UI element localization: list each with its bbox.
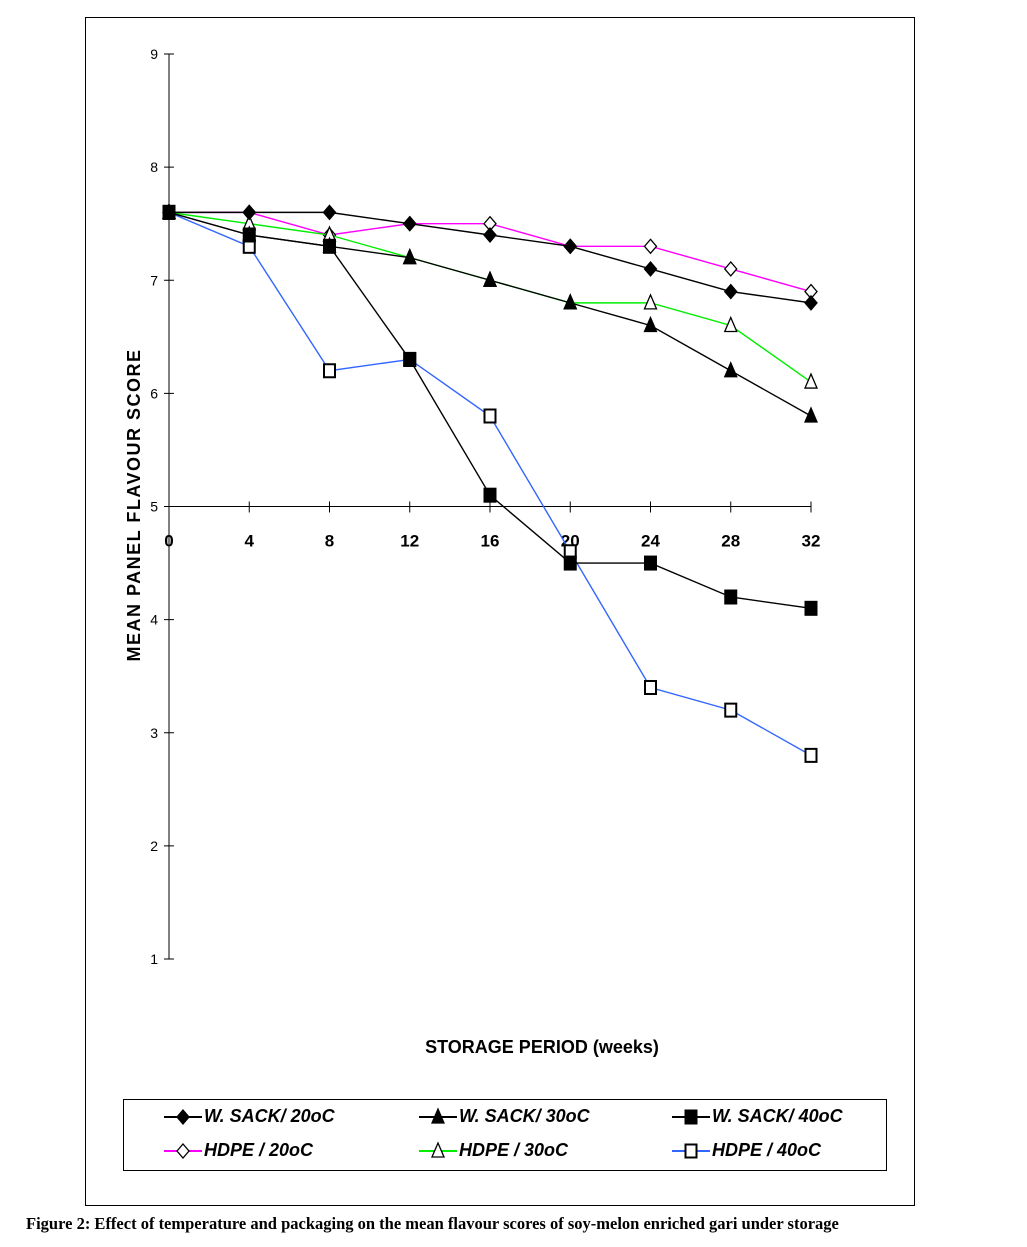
x-tick-label: 16 — [481, 532, 500, 551]
data-point — [724, 589, 738, 605]
y-tick-label: 6 — [150, 385, 158, 401]
legend-swatch-icon — [164, 1108, 202, 1125]
data-point — [804, 600, 818, 616]
legend-item: HDPE / 30oC — [419, 1140, 568, 1161]
series-2 — [162, 204, 818, 616]
y-tick-label: 8 — [150, 159, 158, 175]
data-point — [643, 315, 658, 333]
data-point — [723, 260, 738, 277]
legend-marker — [176, 1108, 190, 1125]
x-tick-label: 4 — [245, 532, 255, 551]
y-tick-label: 9 — [150, 46, 158, 62]
legend-marker — [431, 1140, 445, 1158]
data-point — [242, 227, 256, 243]
data-point — [563, 555, 577, 571]
legend-label: HDPE / 30oC — [459, 1140, 569, 1160]
legend-item: W. SACK/ 20oC — [164, 1106, 335, 1127]
series-line — [168, 211, 812, 756]
x-tick-label: 8 — [325, 532, 334, 551]
y-tick-label: 1 — [150, 951, 158, 967]
figure-frame — [85, 17, 915, 1206]
data-point — [804, 372, 818, 389]
data-point — [483, 270, 497, 287]
legend-item: W. SACK/ 30oC — [419, 1106, 590, 1127]
legend-item: HDPE / 40oC — [672, 1140, 821, 1161]
data-point — [724, 702, 738, 718]
y-tick-label: 2 — [150, 838, 158, 854]
data-point — [804, 747, 818, 763]
data-point — [483, 487, 497, 503]
data-point — [242, 204, 257, 221]
data-point — [322, 204, 337, 221]
y-tick-label: 3 — [150, 725, 158, 741]
data-point — [323, 238, 336, 254]
legend-swatch-icon — [419, 1140, 457, 1158]
legend-marker — [176, 1142, 190, 1159]
legend-swatch-icon — [164, 1142, 202, 1159]
legend-label: HDPE / 20oC — [204, 1140, 314, 1160]
legend-label: W. SACK/ 30oC — [459, 1106, 590, 1126]
x-tick-label: 24 — [641, 532, 660, 551]
data-point — [403, 351, 417, 367]
y-tick-label: 7 — [150, 272, 158, 288]
data-point — [723, 315, 738, 333]
data-point — [483, 227, 497, 243]
legend-marker — [684, 1109, 698, 1124]
data-point — [643, 238, 658, 255]
data-point — [563, 293, 578, 310]
figure-caption: Figure 2: Effect of temperature and pack… — [26, 1214, 839, 1233]
data-point — [644, 680, 657, 695]
legend-item: HDPE / 20oC — [164, 1140, 313, 1161]
legend: W. SACK/ 20oC W. SACK/ 30oC W. SACK/ 40oC H… — [123, 1099, 887, 1171]
legend-swatch-icon — [419, 1106, 457, 1124]
data-point — [643, 260, 658, 277]
legend-swatch-icon — [672, 1109, 710, 1124]
x-tick-label: 32 — [802, 532, 821, 551]
data-point — [402, 215, 417, 232]
data-point — [323, 363, 336, 379]
series-0 — [162, 204, 818, 311]
data-point — [643, 293, 658, 310]
data-point — [162, 204, 176, 220]
y-tick-label: 4 — [150, 612, 158, 628]
x-axis-title: STORAGE PERIOD (weeks) — [425, 1037, 659, 1057]
legend-marker — [431, 1106, 445, 1124]
data-point — [483, 408, 497, 424]
legend-marker — [684, 1143, 698, 1158]
data-point — [644, 555, 657, 571]
legend-item: W. SACK/ 40oC — [672, 1106, 843, 1127]
data-point — [804, 406, 818, 423]
y-tick-label: 5 — [150, 499, 158, 515]
y-axis-title: MEAN PANEL FLAVOUR SCORE — [124, 348, 144, 661]
data-point — [723, 283, 738, 300]
x-tick-label: 0 — [164, 532, 173, 551]
legend-label: HDPE / 40oC — [712, 1140, 822, 1160]
series-5 — [162, 204, 818, 763]
data-point — [402, 247, 417, 265]
legend-label: W. SACK/ 20oC — [204, 1106, 335, 1126]
data-point — [723, 361, 738, 378]
x-tick-label: 28 — [721, 532, 740, 551]
x-tick-label: 12 — [400, 532, 419, 551]
data-point — [804, 294, 818, 311]
legend-label: W. SACK/ 40oC — [712, 1106, 843, 1126]
data-point — [563, 238, 578, 255]
legend-swatch-icon — [672, 1143, 710, 1158]
